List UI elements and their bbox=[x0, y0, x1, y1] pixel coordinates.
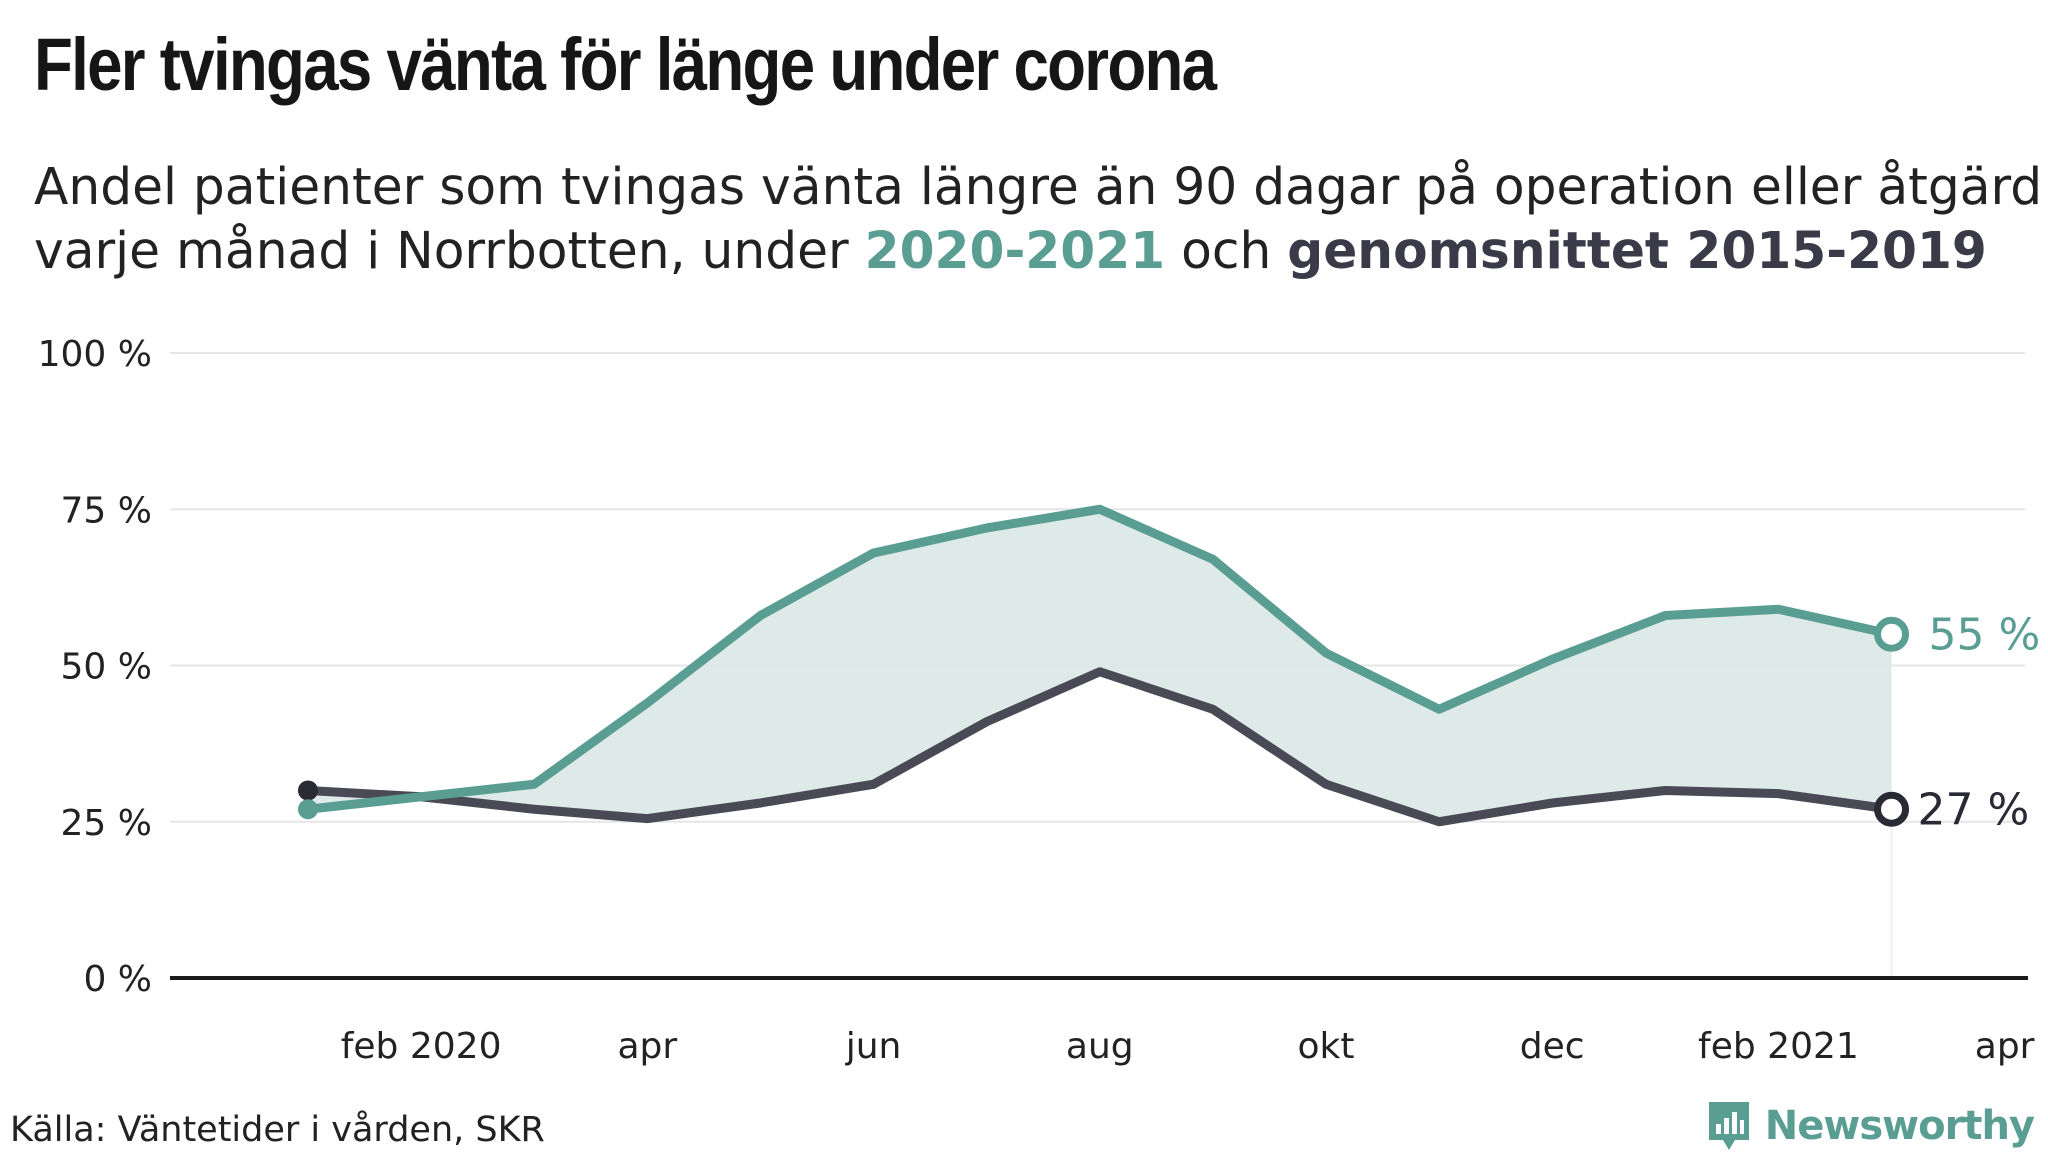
series-line-current bbox=[303, 504, 1897, 814]
brand-logo: Newsworthy bbox=[1707, 1100, 2035, 1152]
x-tick-label: jun bbox=[845, 1026, 902, 1067]
subtitle-line-1: Andel patienter som tvingas vänta längre… bbox=[34, 158, 2043, 217]
subtitle-text-och: och bbox=[1165, 222, 1288, 281]
y-tick-label: 25 % bbox=[61, 803, 152, 844]
x-tick-label: dec bbox=[1520, 1026, 1585, 1067]
start-point-average bbox=[297, 780, 318, 801]
series-markers bbox=[297, 616, 1910, 827]
brand-name: Newsworthy bbox=[1764, 1103, 2035, 1149]
subtitle-line-2: varje månad i Norrbotten, under 2020-202… bbox=[34, 220, 2042, 284]
x-tick-label: apr bbox=[617, 1026, 677, 1067]
y-tick-label: 50 % bbox=[61, 647, 152, 688]
x-tick-label: aug bbox=[1066, 1026, 1134, 1067]
end-label-current: 55 % bbox=[1929, 609, 2041, 660]
start-point-current bbox=[297, 799, 318, 820]
x-axis-tick-labels: feb 2020 apr jun aug okt dec feb 2021 apr bbox=[341, 1026, 2035, 1067]
y-tick-label: 100 % bbox=[38, 334, 152, 375]
legend-current-period: 2020-2021 bbox=[864, 222, 1166, 281]
end-label-average: 27 % bbox=[1918, 784, 2030, 835]
x-tick-label: feb 2021 bbox=[1698, 1026, 1859, 1067]
chart-subtitle: Andel patienter som tvingas vänta längre… bbox=[34, 156, 2042, 284]
area-between-series bbox=[307, 509, 1892, 822]
source-note: Källa: Väntetider i vården, SKR bbox=[10, 1110, 545, 1150]
x-tick-label: feb 2020 bbox=[341, 1026, 502, 1067]
x-tick-label: apr bbox=[1975, 1026, 2035, 1067]
end-point-average bbox=[1874, 791, 1910, 827]
line-chart: 0 % 25 % 50 % 75 % 100 % feb 2020 apr jun aug ok… bbox=[38, 334, 2041, 1067]
series-lines bbox=[303, 504, 1897, 827]
x-tick-label: okt bbox=[1297, 1026, 1354, 1067]
series-end-labels: 55 % 27 % bbox=[1918, 609, 2041, 835]
subtitle-text: varje månad i Norrbotten, under bbox=[34, 222, 865, 281]
y-axis-tick-labels: 0 % 25 % 50 % 75 % 100 % bbox=[38, 334, 152, 1000]
end-point-current bbox=[1874, 616, 1910, 652]
y-tick-label: 0 % bbox=[83, 959, 152, 1000]
legend-average-period: genomsnittet 2015-2019 bbox=[1287, 222, 1987, 281]
newsworthy-logo-icon bbox=[1708, 1102, 1749, 1150]
chart-title: Fler tvingas vänta för länge under coron… bbox=[34, 23, 1217, 106]
y-tick-label: 75 % bbox=[61, 490, 152, 531]
series-line-average bbox=[303, 667, 1897, 827]
